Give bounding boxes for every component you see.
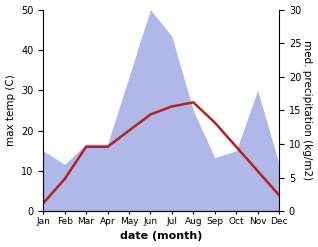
X-axis label: date (month): date (month) xyxy=(120,231,202,242)
Y-axis label: med. precipitation (kg/m2): med. precipitation (kg/m2) xyxy=(302,40,313,181)
Y-axis label: max temp (C): max temp (C) xyxy=(5,75,16,146)
